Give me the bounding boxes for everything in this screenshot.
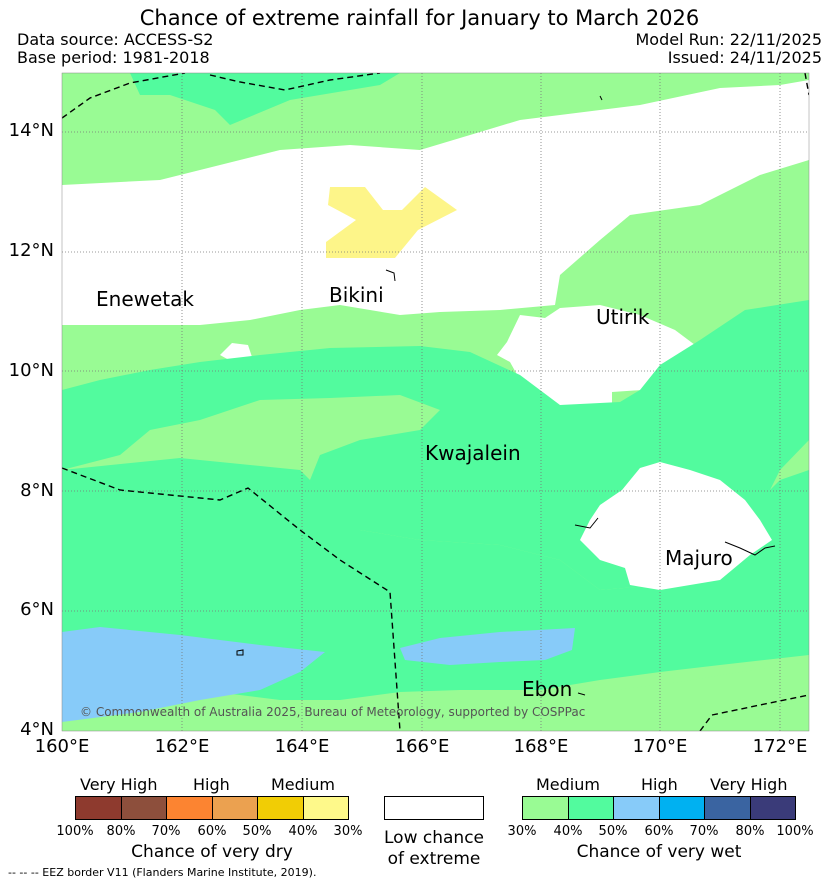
lon-tick-166e: 166°E <box>394 736 450 757</box>
wet-pct: 80% <box>735 824 765 839</box>
wet-40-50-region-north <box>130 73 400 125</box>
dry-pct: 40% <box>288 824 318 839</box>
wet-pct: 30% <box>507 824 537 839</box>
dry-pct: 70% <box>151 824 181 839</box>
wet-swatch <box>614 797 660 819</box>
dry-category-high: High <box>193 775 230 794</box>
dry-swatch <box>121 797 167 819</box>
wet-category-high: High <box>641 775 678 794</box>
place-label-bikini: Bikini <box>329 283 384 307</box>
lon-tick-160e: 160°E <box>34 736 90 757</box>
data-source-label: Data source: ACCESS-S2 <box>17 30 214 49</box>
wet-category-very-high: Very High <box>710 775 788 794</box>
map-title: Chance of extreme rainfall for January t… <box>139 6 700 30</box>
wet-swatch <box>568 797 614 819</box>
wet-pct: 40% <box>553 824 583 839</box>
lat-tick-8n: 8°N <box>20 480 54 501</box>
dry-30-40-region <box>326 187 457 258</box>
place-label-utirik: Utirik <box>596 305 650 329</box>
low-chance-region-majuro <box>580 462 772 590</box>
wet-color-bar <box>522 796 796 820</box>
dry-pct: 80% <box>106 824 136 839</box>
eez-footnote: -- -- -- EEZ border V11 (Flanders Marine… <box>8 866 317 879</box>
place-label-majuro: Majuro <box>665 546 733 570</box>
wet-swatch <box>523 797 569 819</box>
lon-tick-164e: 164°E <box>274 736 330 757</box>
lat-tick-6n: 6°N <box>20 599 54 620</box>
dry-swatch <box>258 797 304 819</box>
dry-category-medium: Medium <box>271 775 335 794</box>
base-period-label: Base period: 1981-2018 <box>17 48 210 67</box>
lon-tick-170e: 170°E <box>632 736 688 757</box>
copyright-notice: © Commonwealth of Australia 2025, Bureau… <box>80 705 586 719</box>
wet-50-60-region-east <box>400 628 575 665</box>
dry-swatch <box>76 797 122 819</box>
eez-border <box>62 73 809 731</box>
dry-pct: 100% <box>56 824 94 839</box>
lon-tick-172e: 172°E <box>752 736 808 757</box>
lat-tick-4n: 4°N <box>20 719 54 740</box>
dry-pct: 30% <box>333 824 363 839</box>
issued-label: Issued: 24/11/2025 <box>667 48 822 67</box>
wet-swatch <box>659 797 705 819</box>
low-chance-caption: of extreme <box>387 849 481 869</box>
wet-pct: 70% <box>689 824 719 839</box>
wet-legend-caption: Chance of very wet <box>576 842 742 862</box>
wet-30-40-region-south <box>62 662 809 731</box>
dry-swatch <box>303 797 348 819</box>
model-run-label: Model Run: 22/11/2025 <box>635 30 823 49</box>
dry-pct: 50% <box>242 824 272 839</box>
dry-swatch <box>212 797 258 819</box>
wet-pct: 60% <box>644 824 674 839</box>
lat-tick-10n: 10°N <box>8 360 54 381</box>
dry-category-very-high: Very High <box>80 775 158 794</box>
lat-tick-14n: 14°N <box>8 120 54 141</box>
wet-category-medium: Medium <box>536 775 600 794</box>
wet-pct: 100% <box>776 824 814 839</box>
dry-swatch <box>167 797 213 819</box>
wet-40-50-region-south <box>62 458 809 700</box>
wet-swatch <box>750 797 795 819</box>
wet-swatch <box>705 797 751 819</box>
dry-legend-caption: Chance of very dry <box>131 842 293 862</box>
place-label-ebon: Ebon <box>522 677 573 701</box>
island-outlines <box>236 95 776 696</box>
dry-pct: 60% <box>197 824 227 839</box>
lon-tick-168e: 168°E <box>513 736 569 757</box>
place-label-enewetak: Enewetak <box>96 287 194 311</box>
wet-pct: 50% <box>598 824 628 839</box>
lat-tick-12n: 12°N <box>8 240 54 261</box>
low-chance-swatch <box>384 796 484 820</box>
low-chance-caption: Low chance <box>384 828 484 848</box>
lon-tick-162e: 162°E <box>154 736 210 757</box>
wet-50-60-region-west <box>62 627 325 722</box>
dry-color-bar <box>75 796 349 820</box>
place-label-kwajalein: Kwajalein <box>425 441 521 465</box>
